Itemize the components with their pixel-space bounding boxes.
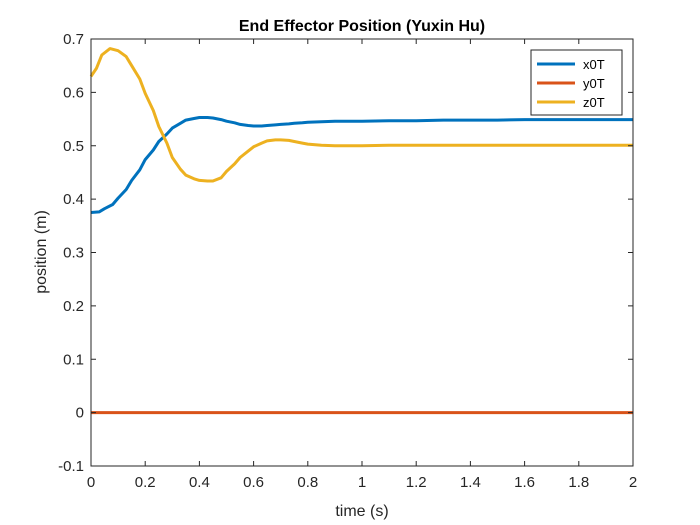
x-tick-label: 2 — [629, 474, 637, 491]
y-tick-label: 0.4 — [63, 191, 84, 208]
y-axis-label: position (m) — [33, 210, 50, 294]
x-tick-label: 0 — [87, 474, 95, 491]
x-tick-label: 0.6 — [243, 474, 264, 491]
x-tick-label: 1 — [358, 474, 366, 491]
x-tick-label: 1.4 — [460, 474, 481, 491]
legend-entry: z0T — [583, 95, 605, 110]
y-tick-label: 0.5 — [63, 138, 84, 155]
legend-entry: y0T — [583, 76, 605, 91]
x-axis: 0 0.2 0.4 0.6 0.8 1 1.2 1.4 1.6 1.8 2 — [87, 39, 637, 491]
y-tick-label: 0.1 — [63, 351, 84, 368]
legend: x0T y0T z0T — [530, 49, 623, 116]
y-axis: -0.1 0 0.1 0.2 0.3 0.4 0.5 0.6 0.7 — [58, 31, 633, 475]
y-tick-label: 0.6 — [63, 84, 84, 101]
x-tick-label: 1.6 — [514, 474, 535, 491]
y-tick-label: 0 — [76, 405, 84, 422]
x-axis-label: time (s) — [335, 503, 388, 520]
series-lines — [89, 47, 633, 415]
series-line-z0T — [89, 47, 633, 183]
x-tick-label: 0.2 — [135, 474, 156, 491]
y-tick-label: 0.3 — [63, 245, 84, 262]
x-tick-label: 1.8 — [568, 474, 589, 491]
x-tick-label: 1.2 — [406, 474, 427, 491]
series-line-x0T — [90, 116, 633, 214]
y-tick-label: 0.2 — [63, 298, 84, 315]
y-tick-label: -0.1 — [58, 458, 84, 475]
x-tick-label: 0.4 — [189, 474, 210, 491]
y-tick-label: 0.7 — [63, 31, 84, 48]
x-tick-label: 0.8 — [297, 474, 318, 491]
axes-box — [90, 38, 634, 467]
legend-entry: x0T — [583, 57, 605, 72]
chart-title: End Effector Position (Yuxin Hu) — [239, 18, 485, 35]
